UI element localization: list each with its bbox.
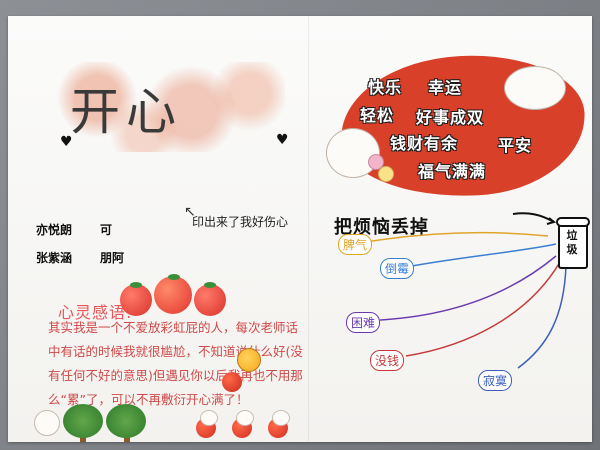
wish-word: 好事成双: [416, 108, 485, 127]
leaf-icon: [204, 282, 216, 288]
trash-can-lid: [556, 217, 590, 227]
apple-tree-icon: [106, 404, 146, 438]
leaf-icon: [168, 274, 180, 280]
wish-word: 平安: [498, 136, 533, 155]
wish-word: 福气满满: [418, 162, 487, 181]
name-entry: 朋阿: [100, 251, 125, 265]
wish-word: 幸运: [428, 78, 463, 97]
arrow-up-icon: ↖: [184, 204, 196, 220]
flower-icon: [368, 154, 384, 170]
worry-arrow: [405, 261, 561, 357]
paper-sheet: 开心 ♥ ♥ ↖ 印出来了我好伤心 亦悦朗 可 张紫涵 朋阿 心灵感语: 其实我…: [8, 16, 592, 442]
bunny-sticker-row: [196, 408, 306, 442]
fold-line: [308, 16, 309, 442]
bunny-sticker: [504, 66, 566, 110]
arrow-lines: [365, 212, 567, 369]
name-entry: 亦悦朗: [36, 223, 73, 237]
trash-can-label: 垃圾: [566, 229, 578, 256]
trash-can-icon: 垃圾: [556, 217, 590, 269]
wish-word: 轻松: [360, 106, 395, 125]
title-paint-background: [50, 62, 285, 152]
wish-word: 快乐: [368, 78, 403, 97]
bunny-icon: [200, 410, 218, 426]
handwritten-note: 印出来了我好伤心: [192, 215, 289, 229]
apple-icon: [222, 372, 242, 392]
heading-arrow: [512, 212, 555, 223]
worry-label: 没钱: [370, 350, 405, 371]
bunny-icon: [272, 410, 290, 426]
worry-arrow: [517, 265, 567, 369]
tree-trunk: [124, 434, 130, 442]
worry-arrow: [365, 231, 549, 243]
flower-icon: [378, 166, 394, 182]
page-title: 开心: [70, 83, 182, 141]
name-entry: 张紫涵: [36, 251, 73, 265]
smiley-face-icon: [237, 348, 261, 372]
worry-label: 困难: [346, 312, 381, 333]
wish-word: 钱财有余: [390, 134, 459, 153]
fruit-sticker-row: [120, 274, 230, 318]
apple-tree-icon: [63, 404, 103, 438]
arrowhead: [546, 217, 557, 225]
bunny-icon: [236, 410, 254, 426]
tree-trunk: [80, 434, 86, 442]
worry-label: 寂寞: [478, 370, 513, 391]
names-row: 张紫涵 朋阿: [36, 244, 124, 272]
worry-label: 脾气: [338, 234, 373, 255]
heart-icon: ♥: [60, 134, 73, 150]
bunny-icon: [34, 410, 60, 436]
title-block: 开心: [50, 62, 285, 152]
worry-arrow: [411, 243, 557, 267]
names-block: 亦悦朗 可 张紫涵 朋阿: [36, 216, 124, 272]
worry-label: 倒霉: [380, 258, 415, 279]
leaf-icon: [130, 282, 142, 288]
section-heading: 把烦恼丢掉: [334, 217, 429, 238]
strawberry-icon: [120, 284, 152, 316]
names-row: 亦悦朗 可: [36, 216, 124, 244]
section-title: 心灵感语:: [58, 303, 133, 322]
heart-icon: ♥: [276, 132, 289, 148]
worry-arrow: [379, 255, 557, 321]
tree-sticker-row: [28, 402, 158, 442]
strawberry-icon: [194, 284, 226, 316]
name-entry: 可: [100, 223, 113, 237]
tomato-icon: [154, 276, 192, 314]
bunny-sticker: [326, 128, 380, 178]
